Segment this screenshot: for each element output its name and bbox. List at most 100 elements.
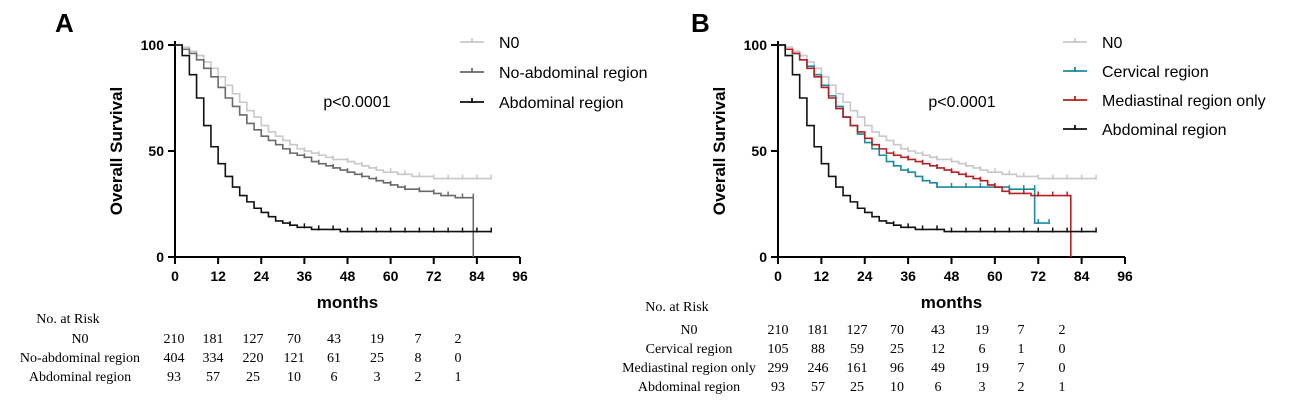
x-tick-label: 36 [297,268,313,284]
risk-table-cell: 25 [370,351,384,366]
risk-table-row-label: N0 [680,323,697,338]
x-tick-label: 48 [944,268,960,284]
x-tick-label: 0 [171,268,179,284]
survival-curve-n0 [778,44,1097,180]
risk-table-cell: 70 [890,323,904,338]
x-axis-label: months [317,293,378,312]
risk-table-cell: 210 [164,332,185,347]
risk-table-title: No. at Risk [36,312,99,327]
risk-table-cell: 334 [203,351,224,366]
risk-table-title: No. at Risk [645,300,708,315]
risk-table-row-label: Abdominal region [638,380,740,395]
risk-table-cell: 43 [931,323,945,338]
risk-table-cell: 181 [808,323,829,338]
risk-table-cell: 2 [1059,323,1066,338]
x-tick-label: 72 [1030,268,1046,284]
risk-table-cell: 43 [327,332,341,347]
survival-curve-abdominal-region [175,44,492,233]
risk-table-cell: 3 [979,380,986,395]
legend-label: Mediastinal region only [1102,93,1266,110]
risk-table-cell: 0 [455,351,462,366]
risk-table-cell: 57 [206,370,220,385]
legend-label: No-abdominal region [499,65,648,82]
x-tick-label: 96 [512,268,528,284]
x-tick-label: 60 [987,268,1003,284]
y-tick-label: 100 [744,37,768,53]
risk-table-cell: 93 [167,370,181,385]
risk-table-cell: 10 [287,370,301,385]
risk-table-row-label: Cervical region [646,342,733,357]
x-tick-label: 60 [383,268,399,284]
panel-label: B [691,8,710,38]
p-value-annotation: p<0.0001 [928,94,995,111]
risk-table-row-label: No-abdominal region [20,351,140,366]
risk-table-cell: 0 [1059,361,1066,376]
risk-table-cell: 7 [1018,361,1025,376]
x-tick-label: 24 [253,268,269,284]
risk-table-cell: 25 [890,342,904,357]
risk-table-cell: 70 [287,332,301,347]
risk-table-cell: 3 [374,370,381,385]
survival-curve-n0 [175,44,492,180]
risk-table-cell: 2 [455,332,462,347]
risk-table-cell: 10 [890,380,904,395]
risk-table-cell: 2 [1018,380,1025,395]
risk-table-cell: 12 [931,342,945,357]
x-tick-label: 0 [774,268,782,284]
y-tick-label: 100 [141,37,165,53]
panel-label: A [55,8,74,38]
risk-table-cell: 49 [931,361,945,376]
y-tick-label: 50 [148,143,164,159]
risk-table-cell: 210 [768,323,789,338]
risk-table-cell: 6 [935,380,942,395]
risk-table-cell: 7 [1018,323,1025,338]
risk-table-cell: 19 [975,323,989,338]
risk-table-cell: 404 [164,351,185,366]
risk-table-cell: 96 [890,361,904,376]
y-axis-label: Overall Survival [710,87,729,216]
risk-table-row-label: Abdominal region [29,370,131,385]
y-tick-label: 50 [751,143,767,159]
x-tick-label: 12 [210,268,226,284]
risk-table-cell: 127 [847,323,868,338]
risk-table-cell: 7 [415,332,422,347]
x-tick-label: 48 [340,268,356,284]
legend-label: Cervical region [1102,64,1209,81]
risk-table-row-label: Mediastinal region only [622,361,756,376]
risk-table-row-label: N0 [71,332,88,347]
risk-table-cell: 61 [327,351,341,366]
y-tick-label: 0 [759,249,767,265]
x-tick-label: 72 [426,268,442,284]
x-tick-label: 84 [469,268,485,284]
risk-table-cell: 8 [415,351,422,366]
risk-table-cell: 161 [847,361,868,376]
risk-table-cell: 121 [284,351,305,366]
survival-curve-mediastinal-region-only [778,44,1072,257]
x-tick-label: 24 [857,268,873,284]
risk-table-cell: 6 [979,342,986,357]
risk-table-cell: 105 [768,342,789,357]
survival-curve-cervical-region [778,44,1050,224]
x-tick-label: 36 [900,268,916,284]
risk-table-cell: 1 [455,370,462,385]
risk-table-cell: 59 [850,342,864,357]
risk-table-cell: 1 [1018,342,1025,357]
risk-table-cell: 19 [370,332,384,347]
risk-table-cell: 6 [331,370,338,385]
risk-table-cell: 127 [243,332,264,347]
risk-table-cell: 0 [1059,342,1066,357]
x-tick-label: 96 [1117,268,1133,284]
risk-table-cell: 88 [811,342,825,357]
risk-table-cell: 93 [771,380,785,395]
x-axis-label: months [921,293,982,312]
risk-table-cell: 25 [850,380,864,395]
legend-label: N0 [1102,35,1123,52]
x-tick-label: 84 [1074,268,1090,284]
risk-table-cell: 246 [808,361,829,376]
legend-label: Abdominal region [499,95,624,112]
risk-table-cell: 57 [811,380,825,395]
risk-table-cell: 220 [243,351,264,366]
